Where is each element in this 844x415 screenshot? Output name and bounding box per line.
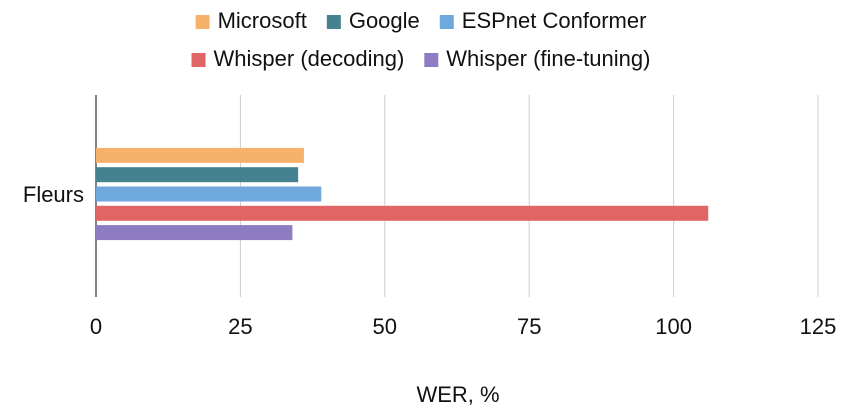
x-tick-label: 125: [800, 314, 837, 339]
x-tick-label: 50: [373, 314, 397, 339]
x-axis-label: WER, %: [416, 382, 499, 407]
x-tick-label: 75: [517, 314, 541, 339]
x-tick-label: 100: [655, 314, 692, 339]
legend-label: ESPnet Conformer: [462, 8, 647, 33]
bar: [96, 205, 709, 221]
legend-label: Whisper (fine-tuning): [446, 46, 650, 71]
bar: [96, 186, 322, 202]
bar: [96, 147, 304, 163]
y-tick-label: Fleurs: [23, 182, 84, 207]
x-tick-label: 0: [90, 314, 102, 339]
bar: [96, 225, 293, 241]
legend-swatch: [424, 53, 439, 67]
legend-swatch: [439, 15, 454, 29]
legend-label: Microsoft: [218, 8, 307, 33]
x-tick-label: 25: [228, 314, 252, 339]
legend-swatch: [191, 53, 206, 67]
legend-label: Google: [349, 8, 420, 33]
legend-label: Whisper (decoding): [214, 46, 405, 71]
legend-swatch: [326, 15, 341, 29]
legend-swatch: [195, 15, 210, 29]
bar: [96, 167, 299, 183]
